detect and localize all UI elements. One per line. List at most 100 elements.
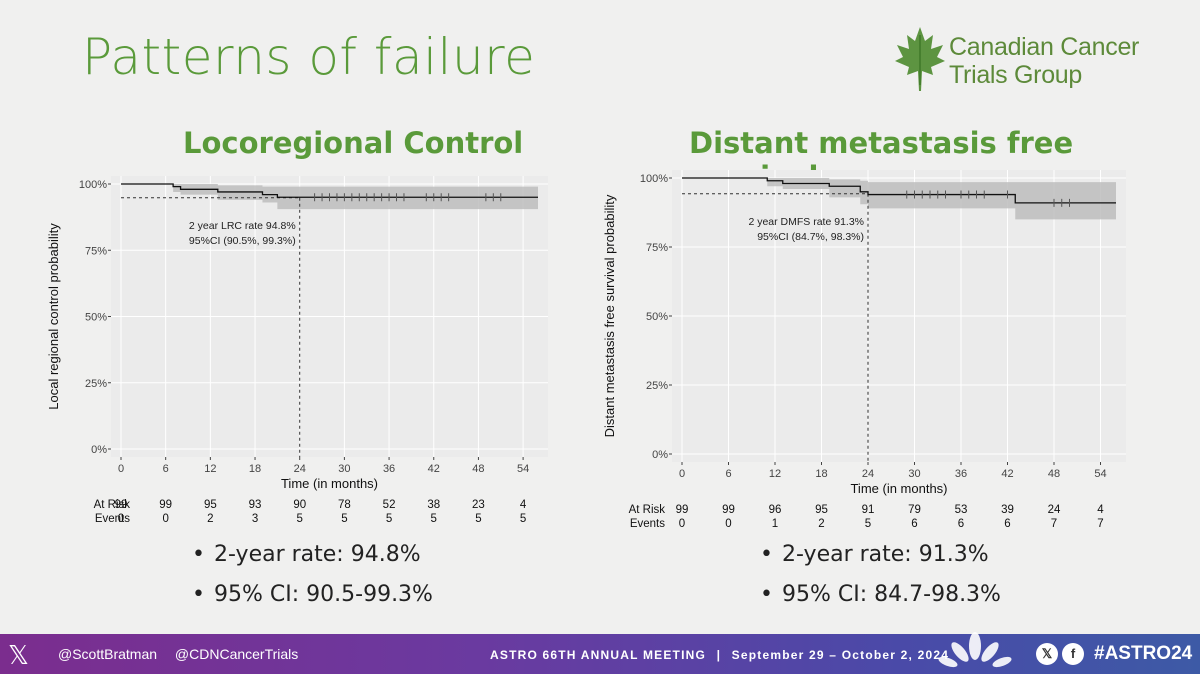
at-risk-label: At Risk <box>94 499 131 511</box>
x-tick-label: 0 <box>679 468 685 480</box>
bullet-text: 2-year rate: 94.8% <box>214 542 421 567</box>
at-risk-value: 95 <box>204 499 217 511</box>
lrc-km-chart: 2 year LRC rate 94.8% 95%CI (90.5%, 99.3%… <box>46 176 548 525</box>
left-bullets: • 2-year rate: 94.8% • 95% CI: 90.5-99.3% <box>192 542 433 622</box>
x-axis-label: Time (in months) <box>850 481 947 496</box>
events-value: 5 <box>341 513 347 525</box>
left-chart-subtitle: Locoregional Control <box>183 126 524 160</box>
x-tick-label: 6 <box>725 468 731 480</box>
x-tick-label: 42 <box>1001 468 1013 480</box>
events-value: 5 <box>475 513 481 525</box>
left-chart: 2 year LRC rate 94.8% 95%CI (90.5%, 99.3%… <box>40 168 560 533</box>
events-value: 5 <box>386 513 392 525</box>
events-label: Events <box>630 518 665 530</box>
annotation-line-1: 2 year DMFS rate 91.3% <box>748 216 864 228</box>
slide: Patterns of failure Canadian Cancer Tria… <box>40 25 1175 622</box>
bullet-item: • 2-year rate: 91.3% <box>760 542 989 567</box>
x-tick-label: 18 <box>249 463 261 475</box>
x-tick-label: 48 <box>1048 468 1060 480</box>
y-tick-label: 75% <box>646 242 668 254</box>
y-tick-label: 0% <box>91 444 107 456</box>
x-tick-label: 12 <box>769 468 781 480</box>
at-risk-label: At Risk <box>629 504 666 516</box>
x-tick-label: 36 <box>955 468 967 480</box>
logo-line-2: Trials Group <box>949 61 1083 89</box>
at-risk-value: 96 <box>769 504 782 516</box>
y-tick-label: 25% <box>646 380 668 392</box>
events-value: 0 <box>679 518 685 530</box>
footer-handles: @ScottBratman @CDNCancerTrials <box>58 646 312 662</box>
km-curve <box>121 183 538 198</box>
y-tick-label: 0% <box>652 449 668 461</box>
at-risk-value: 52 <box>383 499 396 511</box>
dmfs-km-chart: 2 year DMFS rate 91.3% 95%CI (84.7%, 98.3… <box>602 170 1126 530</box>
events-value: 1 <box>772 518 778 530</box>
astro-flower-icon <box>938 632 1012 668</box>
annotation-line-2: 95%CI (84.7%, 98.3%) <box>757 231 864 243</box>
maple-leaf-icon <box>895 27 945 91</box>
cctg-logo: Canadian Cancer Trials Group <box>895 25 1175 95</box>
at-risk-value: 39 <box>1001 504 1014 516</box>
events-value: 2 <box>818 518 824 530</box>
events-value: 6 <box>958 518 964 530</box>
at-risk-value: 99 <box>676 504 689 516</box>
ci-band <box>682 178 1116 220</box>
at-risk-value: 4 <box>1097 504 1104 516</box>
meeting-dates: September 29 – October 2, 2024 <box>731 648 950 662</box>
events-value: 5 <box>520 513 526 525</box>
handle-scott[interactable]: @ScottBratman <box>58 646 158 662</box>
x-logo-icon[interactable]: 𝕏 <box>8 640 29 670</box>
y-tick-label: 75% <box>85 245 107 257</box>
at-risk-value: 93 <box>249 499 262 511</box>
y-tick-label: 100% <box>79 179 107 191</box>
y-axis-label: Distant metastasis free survival probabi… <box>602 194 617 437</box>
at-risk-value: 99 <box>722 504 735 516</box>
events-value: 5 <box>297 513 303 525</box>
at-risk-value: 99 <box>159 499 172 511</box>
at-risk-value: 4 <box>520 499 527 511</box>
x-tick-label: 0 <box>118 463 124 475</box>
x-tick-label: 54 <box>1094 468 1106 480</box>
meeting-separator: | <box>716 648 722 662</box>
events-value: 0 <box>725 518 731 530</box>
annotation-line-2: 95%CI (90.5%, 99.3%) <box>189 235 296 247</box>
bullet-text: 95% CI: 90.5-99.3% <box>214 582 433 607</box>
x-logo-icon[interactable]: 𝕏 <box>1036 643 1058 665</box>
meeting-banner: ASTRO 66TH ANNUAL MEETING | September 29… <box>490 648 949 662</box>
events-value: 6 <box>911 518 917 530</box>
events-value: 5 <box>865 518 871 530</box>
at-risk-value: 23 <box>472 499 485 511</box>
x-tick-label: 48 <box>472 463 484 475</box>
bullet-item: • 95% CI: 90.5-99.3% <box>192 582 433 607</box>
slide-title: Patterns of failure <box>82 28 536 86</box>
x-tick-label: 24 <box>862 468 874 480</box>
y-tick-label: 50% <box>85 312 107 324</box>
events-value: 0 <box>162 513 168 525</box>
x-axis-label: Time (in months) <box>281 476 378 491</box>
at-risk-value: 38 <box>427 499 440 511</box>
y-tick-label: 50% <box>646 311 668 323</box>
at-risk-value: 99 <box>115 499 128 511</box>
events-value: 6 <box>1004 518 1010 530</box>
at-risk-value: 90 <box>293 499 306 511</box>
y-tick-label: 25% <box>85 378 107 390</box>
facebook-icon[interactable]: f <box>1062 643 1084 665</box>
at-risk-value: 78 <box>338 499 351 511</box>
x-tick-label: 54 <box>517 463 529 475</box>
events-value: 7 <box>1051 518 1057 530</box>
events-value: 2 <box>207 513 213 525</box>
right-bullets: • 2-year rate: 91.3% • 95% CI: 84.7-98.3% <box>760 542 1001 622</box>
footer-bar: 𝕏 @ScottBratman @CDNCancerTrials ASTRO 6… <box>0 632 1200 674</box>
right-chart: 2 year DMFS rate 91.3% 95%CI (84.7%, 98.3… <box>600 160 1140 535</box>
x-tick-label: 24 <box>294 463 306 475</box>
handle-cctg[interactable]: @CDNCancerTrials <box>174 646 299 662</box>
at-risk-value: 91 <box>862 504 875 516</box>
events-value: 5 <box>431 513 437 525</box>
x-tick-label: 30 <box>338 463 350 475</box>
events-value: 3 <box>252 513 258 525</box>
annotation-line-1: 2 year LRC rate 94.8% <box>189 220 296 232</box>
x-tick-label: 42 <box>428 463 440 475</box>
at-risk-value: 95 <box>815 504 828 516</box>
bullet-text: 95% CI: 84.7-98.3% <box>782 582 1001 607</box>
